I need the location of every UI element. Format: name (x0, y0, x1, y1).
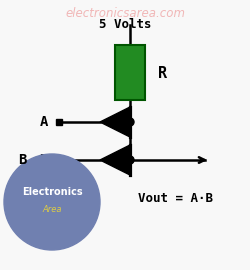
Circle shape (126, 156, 134, 164)
FancyBboxPatch shape (115, 45, 145, 100)
Text: B: B (40, 153, 48, 167)
Text: A: A (40, 115, 48, 129)
Text: Area: Area (42, 205, 62, 214)
Text: B: B (18, 153, 26, 167)
Text: Vout = A·B: Vout = A·B (138, 191, 212, 204)
Circle shape (4, 154, 100, 250)
Text: Electronics: Electronics (22, 187, 82, 197)
Text: 5 Volts: 5 Volts (99, 18, 151, 31)
Text: R: R (158, 66, 167, 80)
Text: electronicsarea.com: electronicsarea.com (65, 7, 185, 20)
FancyBboxPatch shape (56, 119, 62, 125)
Circle shape (126, 118, 134, 126)
Polygon shape (100, 145, 130, 175)
FancyBboxPatch shape (56, 157, 62, 163)
Polygon shape (100, 107, 130, 137)
